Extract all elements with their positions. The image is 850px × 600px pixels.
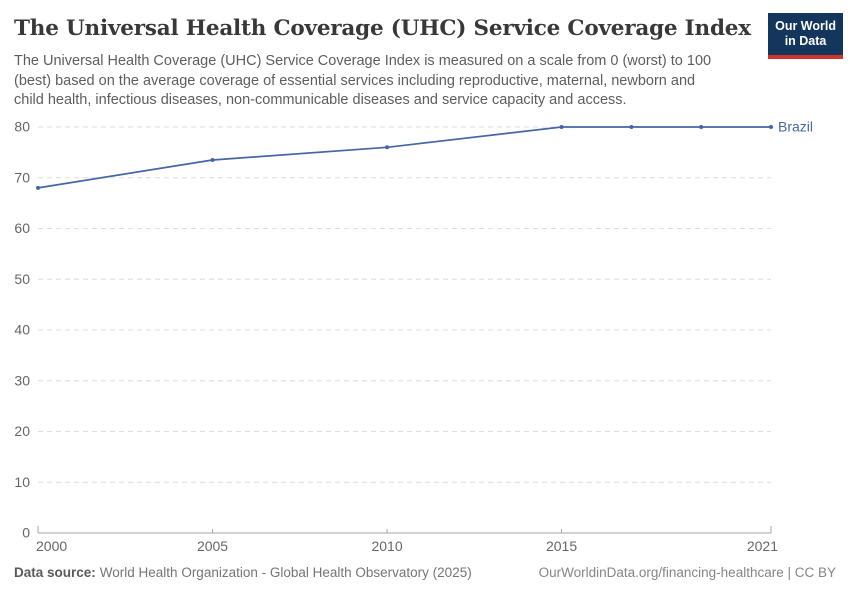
y-axis-label: 0 xyxy=(22,525,30,541)
owid-logo[interactable]: Our World in Data xyxy=(768,13,843,59)
data-point-2000[interactable] xyxy=(36,185,40,190)
data-point-2017[interactable] xyxy=(629,125,634,130)
y-axis-label: 10 xyxy=(14,474,30,490)
data-point-2019[interactable] xyxy=(699,125,704,130)
x-axis-label: 2010 xyxy=(371,538,402,554)
series-label-brazil[interactable]: Brazil xyxy=(778,119,813,135)
y-axis-label: 80 xyxy=(14,119,30,135)
chart-footer: Data source: World Health Organization - … xyxy=(0,565,850,580)
data-source-text: World Health Organization - Global Healt… xyxy=(99,565,472,581)
y-axis-label: 30 xyxy=(14,372,30,388)
x-axis-label: 2005 xyxy=(197,538,228,554)
data-point-2010[interactable] xyxy=(385,145,390,150)
chart-subtitle: The Universal Health Coverage (UHC) Serv… xyxy=(14,53,712,108)
x-axis-label: 2021 xyxy=(747,538,778,554)
data-source: Data source: World Health Organization - … xyxy=(14,565,472,580)
data-point-2005[interactable] xyxy=(210,158,215,163)
owid-logo-line1: Our World xyxy=(775,19,836,33)
page-title: The Universal Health Coverage (UHC) Serv… xyxy=(14,16,751,41)
owid-logo-line2: in Data xyxy=(784,33,827,48)
y-axis-label: 40 xyxy=(14,322,30,338)
chart-header: The Universal Health Coverage (UHC) Serv… xyxy=(0,0,850,110)
data-point-2021[interactable] xyxy=(769,125,773,130)
y-axis-label: 20 xyxy=(14,423,30,439)
data-point-2015[interactable] xyxy=(559,125,564,130)
x-axis-label: 2000 xyxy=(36,538,67,554)
y-axis-label: 70 xyxy=(14,169,30,185)
x-axis-label: 2015 xyxy=(546,538,577,554)
data-source-label: Data source: xyxy=(14,565,96,581)
y-axis-label: 60 xyxy=(14,220,30,236)
footer-license[interactable]: OurWorldinData.org/financing-healthcare … xyxy=(538,565,836,581)
y-axis-label: 50 xyxy=(14,271,30,287)
chart-line-brazil[interactable] xyxy=(37,126,772,189)
line-chart[interactable]: 0 10 20 30 40 50 60 70 80 2000 2005 2010 2015 2021 Bra… xyxy=(0,110,850,557)
